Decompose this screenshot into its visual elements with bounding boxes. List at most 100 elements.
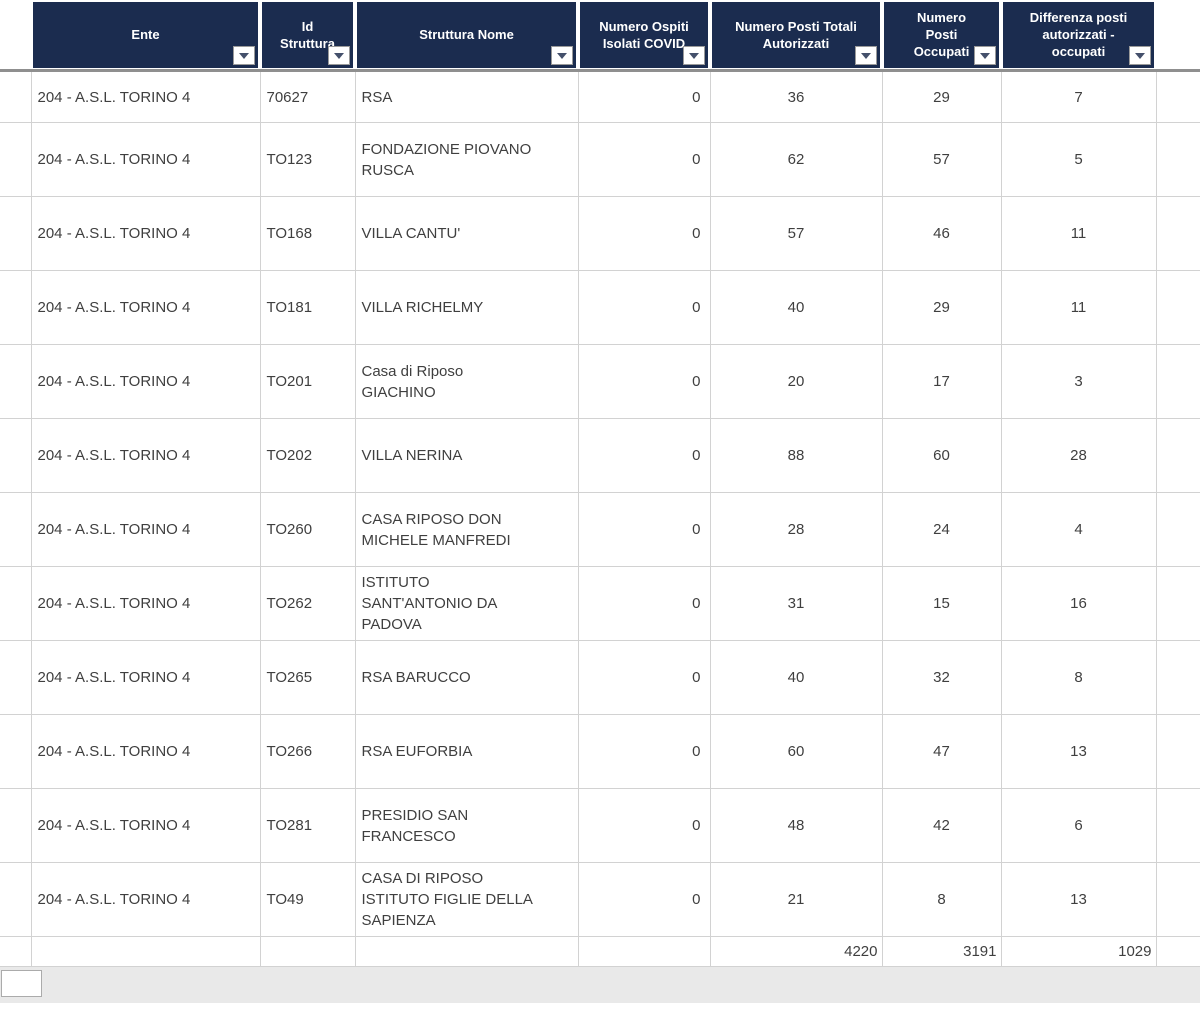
- cell-id-struttura[interactable]: TO281: [259, 788, 356, 863]
- cell-struttura-nome[interactable]: VILLA RICHELMY: [354, 270, 579, 345]
- cell-posti-totali[interactable]: 21: [709, 862, 883, 937]
- cell-posti-occupati[interactable]: 29: [881, 270, 1002, 345]
- cell-ente[interactable]: 204 - A.S.L. TORINO 4: [30, 270, 261, 345]
- cell-struttura-nome[interactable]: CASA RIPOSO DON MICHELE MANFREDI: [354, 492, 579, 567]
- horizontal-scrollbar-thumb[interactable]: [1, 970, 42, 997]
- cell-struttura-nome[interactable]: ISTITUTO SANT'ANTONIO DA PADOVA: [354, 566, 579, 641]
- cell-ente[interactable]: 204 - A.S.L. TORINO 4: [30, 566, 261, 641]
- filter-dropdown-struttura-nome[interactable]: [551, 46, 573, 65]
- cell-numero-ospiti[interactable]: 0: [577, 196, 711, 271]
- cell-struttura-nome[interactable]: RSA BARUCCO: [354, 640, 579, 715]
- cell-posti-totali[interactable]: 48: [709, 788, 883, 863]
- cell-posti-occupati[interactable]: 8: [881, 862, 1002, 937]
- cell-struttura-nome[interactable]: CASA DI RIPOSO ISTITUTO FIGLIE DELLA SAP…: [354, 862, 579, 937]
- filter-dropdown-posti-occupati[interactable]: [974, 46, 996, 65]
- horizontal-scrollbar-track[interactable]: [0, 967, 1200, 1003]
- empty-cell[interactable]: [1155, 640, 1200, 715]
- empty-cell[interactable]: [1155, 70, 1200, 123]
- cell-struttura-nome[interactable]: FONDAZIONE PIOVANO RUSCA: [354, 122, 579, 197]
- cell-numero-ospiti[interactable]: 0: [577, 70, 711, 123]
- cell-differenza-total[interactable]: 1029: [1000, 936, 1157, 967]
- cell-posti-occupati[interactable]: 60: [881, 418, 1002, 493]
- cell-differenza[interactable]: 13: [1000, 714, 1157, 789]
- cell-id-struttura[interactable]: TO266: [259, 714, 356, 789]
- cell-differenza[interactable]: 8: [1000, 640, 1157, 715]
- cell-differenza[interactable]: 3: [1000, 344, 1157, 419]
- cell-posti-totali[interactable]: 60: [709, 714, 883, 789]
- cell-struttura-nome[interactable]: VILLA CANTU': [354, 196, 579, 271]
- empty-cell[interactable]: [1155, 936, 1200, 967]
- cell-ente[interactable]: 204 - A.S.L. TORINO 4: [30, 492, 261, 567]
- empty-cell[interactable]: [1155, 270, 1200, 345]
- cell-ente[interactable]: 204 - A.S.L. TORINO 4: [30, 714, 261, 789]
- cell-id-struttura[interactable]: 70627: [259, 70, 356, 123]
- cell-nome-total[interactable]: [354, 936, 579, 967]
- cell-id-struttura[interactable]: TO260: [259, 492, 356, 567]
- cell-differenza[interactable]: 11: [1000, 270, 1157, 345]
- cell-struttura-nome[interactable]: PRESIDIO SAN FRANCESCO: [354, 788, 579, 863]
- cell-differenza[interactable]: 11: [1000, 196, 1157, 271]
- cell-numero-ospiti[interactable]: 0: [577, 862, 711, 937]
- cell-numero-ospiti[interactable]: 0: [577, 714, 711, 789]
- filter-dropdown-numero-ospiti[interactable]: [683, 46, 705, 65]
- cell-posti-occupati[interactable]: 32: [881, 640, 1002, 715]
- cell-numero-ospiti[interactable]: 0: [577, 492, 711, 567]
- cell-posti-totali[interactable]: 28: [709, 492, 883, 567]
- empty-cell[interactable]: [1155, 122, 1200, 197]
- empty-cell[interactable]: [1155, 196, 1200, 271]
- cell-numero-ospiti[interactable]: 0: [577, 788, 711, 863]
- cell-differenza[interactable]: 13: [1000, 862, 1157, 937]
- cell-posti-occupati[interactable]: 46: [881, 196, 1002, 271]
- cell-id-struttura[interactable]: TO168: [259, 196, 356, 271]
- empty-cell[interactable]: [1155, 788, 1200, 863]
- cell-id-total[interactable]: [259, 936, 356, 967]
- cell-posti-occupati[interactable]: 17: [881, 344, 1002, 419]
- cell-id-struttura[interactable]: TO202: [259, 418, 356, 493]
- cell-differenza[interactable]: 4: [1000, 492, 1157, 567]
- cell-numero-ospiti[interactable]: 0: [577, 640, 711, 715]
- cell-posti-totali[interactable]: 57: [709, 196, 883, 271]
- cell-posti-occupati[interactable]: 47: [881, 714, 1002, 789]
- cell-differenza[interactable]: 7: [1000, 70, 1157, 123]
- empty-cell[interactable]: [1155, 492, 1200, 567]
- cell-posti-occupati[interactable]: 57: [881, 122, 1002, 197]
- cell-numero-ospiti[interactable]: 0: [577, 344, 711, 419]
- cell-differenza[interactable]: 6: [1000, 788, 1157, 863]
- cell-posti-totali[interactable]: 40: [709, 270, 883, 345]
- empty-cell[interactable]: [1155, 714, 1200, 789]
- cell-id-struttura[interactable]: TO123: [259, 122, 356, 197]
- cell-posti-totali[interactable]: 36: [709, 70, 883, 123]
- cell-id-struttura[interactable]: TO181: [259, 270, 356, 345]
- cell-posti-totali[interactable]: 62: [709, 122, 883, 197]
- filter-dropdown-posti-totali[interactable]: [855, 46, 877, 65]
- empty-cell[interactable]: [1155, 418, 1200, 493]
- empty-cell[interactable]: [1155, 862, 1200, 937]
- cell-struttura-nome[interactable]: RSA EUFORBIA: [354, 714, 579, 789]
- cell-posti-totali-total[interactable]: 4220: [709, 936, 883, 967]
- cell-differenza[interactable]: 28: [1000, 418, 1157, 493]
- cell-posti-occupati-total[interactable]: 3191: [881, 936, 1002, 967]
- cell-struttura-nome[interactable]: RSA: [354, 70, 579, 123]
- cell-id-struttura[interactable]: TO265: [259, 640, 356, 715]
- cell-ente[interactable]: 204 - A.S.L. TORINO 4: [30, 862, 261, 937]
- filter-dropdown-id-struttura[interactable]: [328, 46, 350, 65]
- cell-numero-ospiti[interactable]: 0: [577, 122, 711, 197]
- cell-ospiti-total[interactable]: [577, 936, 711, 967]
- cell-numero-ospiti[interactable]: 0: [577, 418, 711, 493]
- cell-differenza[interactable]: 16: [1000, 566, 1157, 641]
- cell-numero-ospiti[interactable]: 0: [577, 270, 711, 345]
- cell-posti-occupati[interactable]: 42: [881, 788, 1002, 863]
- cell-ente-total[interactable]: [30, 936, 261, 967]
- empty-cell[interactable]: [1155, 344, 1200, 419]
- cell-ente[interactable]: 204 - A.S.L. TORINO 4: [30, 122, 261, 197]
- cell-numero-ospiti[interactable]: 0: [577, 566, 711, 641]
- cell-ente[interactable]: 204 - A.S.L. TORINO 4: [30, 196, 261, 271]
- empty-cell[interactable]: [1155, 566, 1200, 641]
- cell-ente[interactable]: 204 - A.S.L. TORINO 4: [30, 788, 261, 863]
- cell-posti-totali[interactable]: 31: [709, 566, 883, 641]
- cell-posti-totali[interactable]: 88: [709, 418, 883, 493]
- cell-posti-totali[interactable]: 40: [709, 640, 883, 715]
- cell-posti-occupati[interactable]: 24: [881, 492, 1002, 567]
- cell-struttura-nome[interactable]: Casa di Riposo GIACHINO: [354, 344, 579, 419]
- cell-id-struttura[interactable]: TO262: [259, 566, 356, 641]
